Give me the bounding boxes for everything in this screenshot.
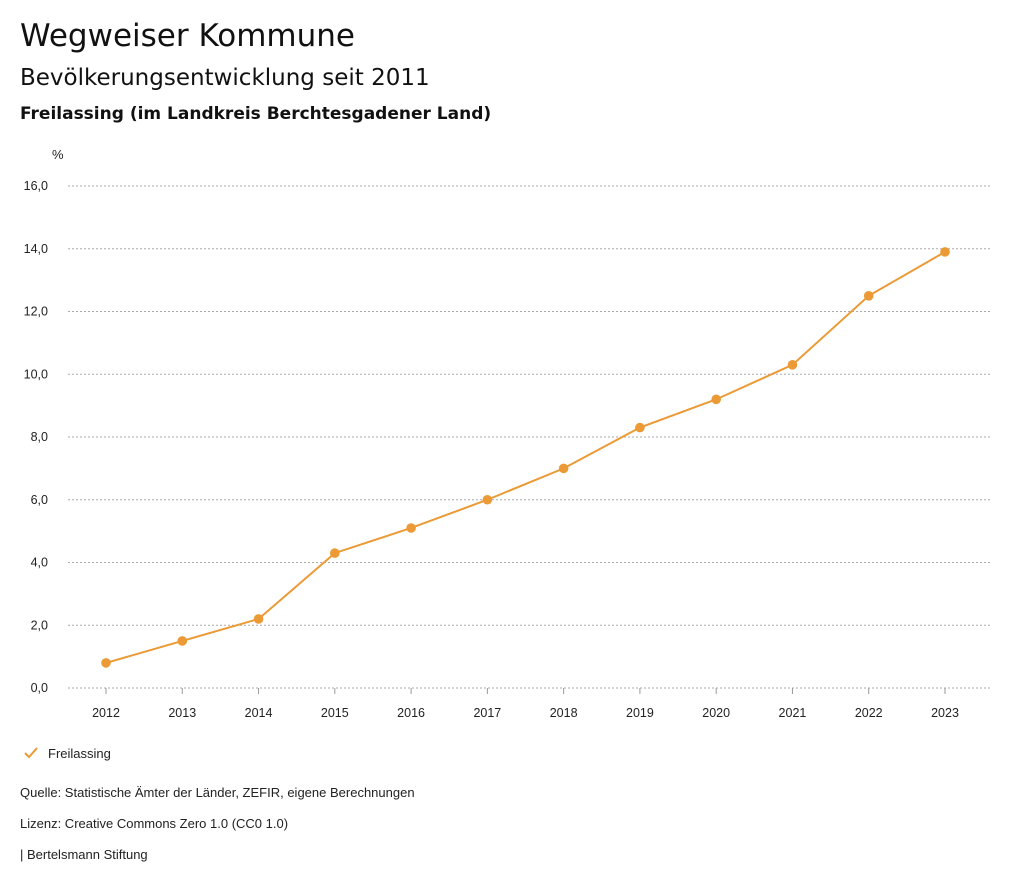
data-point — [787, 360, 798, 370]
x-tick-label: 2021 — [779, 706, 807, 720]
x-tick-label: 2020 — [702, 706, 730, 720]
x-tick-label: 2022 — [855, 706, 883, 720]
y-tick-label: 16,0 — [24, 179, 48, 193]
y-tick-label: 4,0 — [31, 556, 48, 570]
license-note: Lizenz: Creative Commons Zero 1.0 (CC0 1… — [20, 816, 289, 831]
data-point — [253, 614, 264, 624]
y-tick-label: 2,0 — [31, 618, 48, 632]
x-tick-label: 2017 — [473, 706, 501, 720]
data-point — [330, 548, 340, 558]
data-point — [940, 247, 950, 257]
series-line-freilassing — [105, 251, 946, 664]
y-tick-label: 6,0 — [31, 493, 48, 507]
data-point — [711, 394, 721, 405]
x-tick-label: 2016 — [397, 706, 425, 720]
y-tick-label: 10,0 — [24, 367, 48, 381]
source-note: Quelle: Statistische Ämter der Länder, Z… — [20, 785, 415, 800]
y-tick-label: 8,0 — [31, 430, 48, 444]
chart-subtitle: Bevölkerungsentwicklung seit 2011 — [20, 65, 430, 91]
data-point — [863, 291, 874, 301]
legend[interactable]: Freilassing — [22, 744, 111, 762]
x-tick-label: 2012 — [92, 706, 120, 720]
y-tick-label: 12,0 — [24, 305, 48, 319]
x-tick-label: 2023 — [931, 706, 959, 720]
data-point — [101, 658, 111, 668]
x-tick-label: 2013 — [168, 706, 196, 720]
y-tick-label: 0,0 — [31, 681, 48, 695]
x-tick-label: 2015 — [321, 706, 349, 720]
data-point — [482, 494, 493, 505]
checkmark-icon — [24, 747, 38, 759]
data-point — [177, 636, 188, 646]
chart-title: Wegweiser Kommune — [20, 18, 355, 54]
data-point — [558, 463, 569, 474]
x-tick-label: 2018 — [550, 706, 578, 720]
data-point — [406, 523, 416, 533]
x-tick-label: 2014 — [245, 706, 273, 720]
region-label: Freilassing (im Landkreis Berchtesgadene… — [20, 104, 492, 124]
x-tick-label: 2019 — [626, 706, 654, 720]
publisher-note: | Bertelsmann Stiftung — [20, 847, 148, 862]
line-chart: % 0,0 2,0 4,0 6,0 8,0 10,0 12,0 14,0 16,0 2012 2013… — [24, 147, 990, 720]
legend-label-freilassing: Freilassing — [48, 745, 111, 761]
y-tick-label: 14,0 — [24, 242, 48, 256]
y-axis-unit-label: % — [52, 147, 64, 162]
data-point — [635, 422, 645, 433]
